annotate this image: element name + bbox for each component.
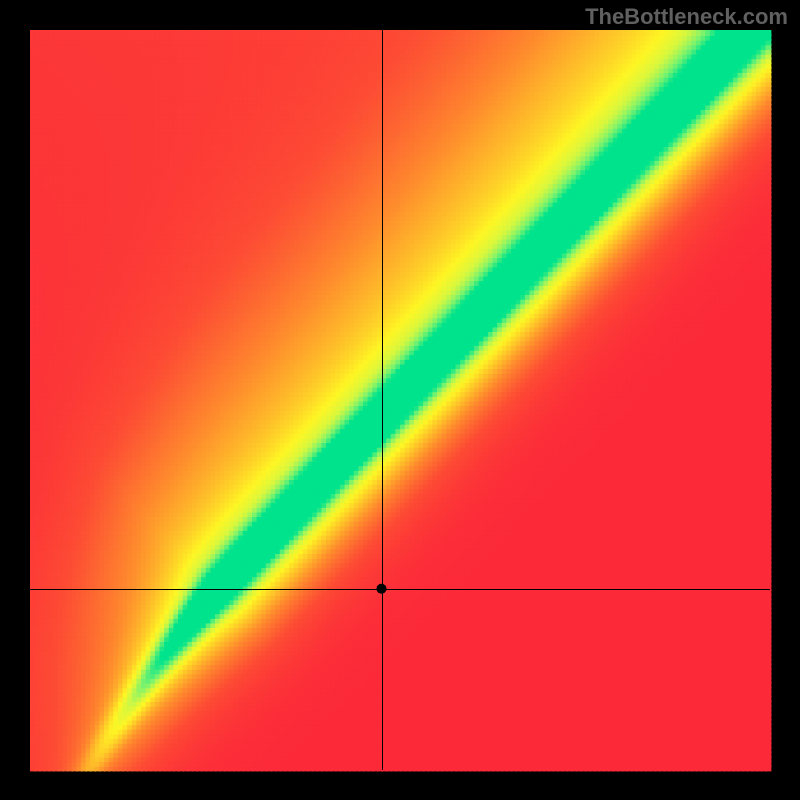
watermark-text: TheBottleneck.com: [585, 4, 788, 30]
bottleneck-heatmap-canvas: [0, 0, 800, 800]
